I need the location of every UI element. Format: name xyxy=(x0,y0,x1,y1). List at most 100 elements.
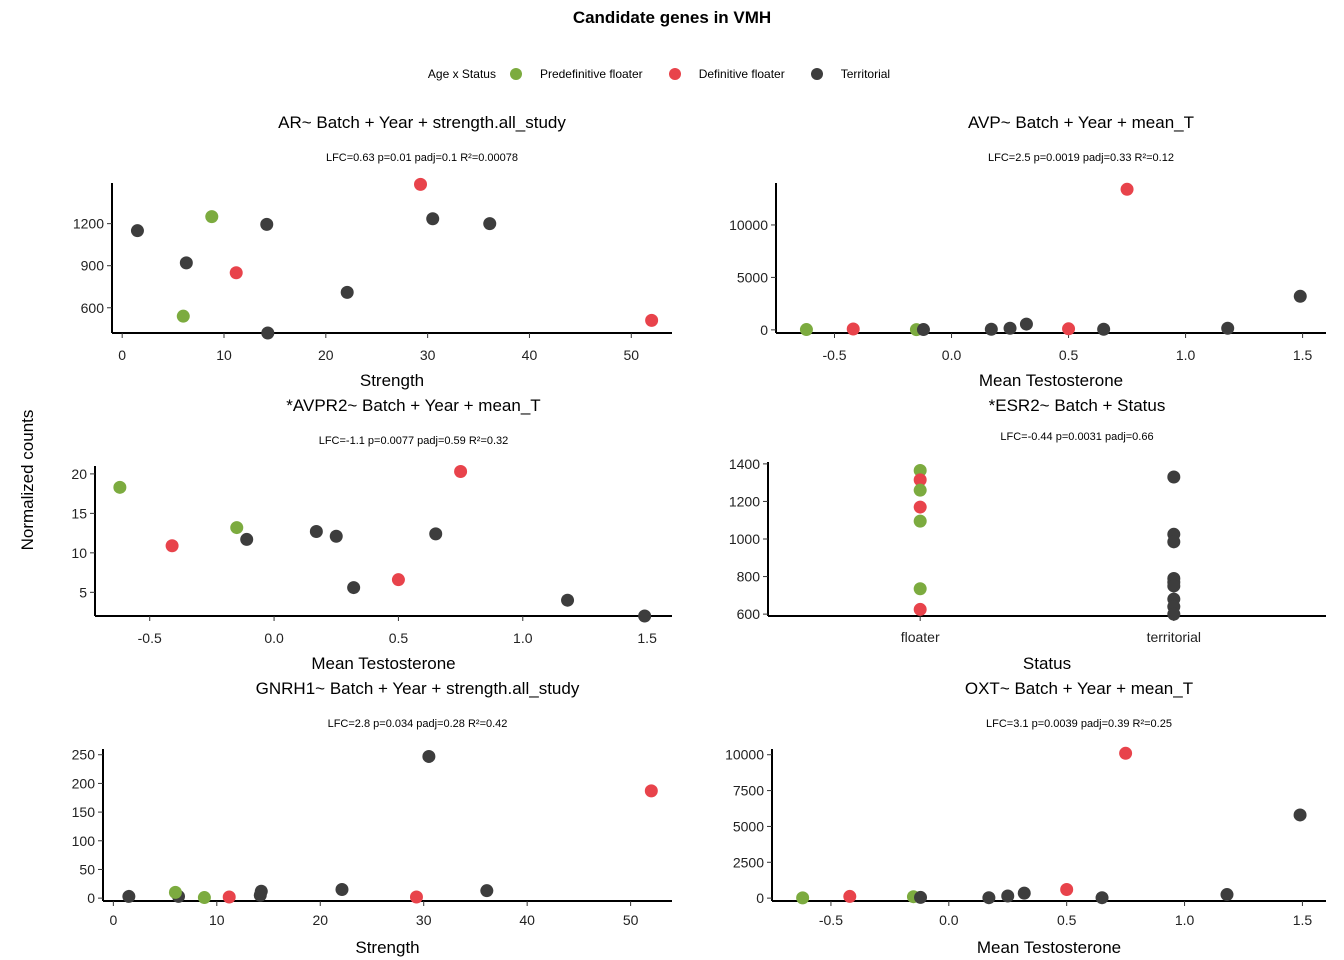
x-tick-label: 0.0 xyxy=(939,912,959,928)
y-tick-label: 1200 xyxy=(729,493,760,509)
data-point xyxy=(1221,321,1235,335)
panel-5: GNRH1~ Batch + Year + strength.all_study… xyxy=(72,679,672,957)
data-point xyxy=(1019,317,1033,331)
x-tick-label: 1.0 xyxy=(513,630,533,646)
legend-swatch-definitive xyxy=(668,68,681,80)
x-tick-label: floater xyxy=(901,629,940,645)
x-tick-label: 1.0 xyxy=(1176,347,1196,363)
data-point xyxy=(205,210,219,224)
x-tick-label: -0.5 xyxy=(138,630,162,646)
data-point xyxy=(176,309,190,323)
legend-item-predefinitive: Predefinitive floater xyxy=(509,67,643,81)
x-tick-label: 0.5 xyxy=(389,630,409,646)
x-axis-label: Status xyxy=(1023,654,1071,673)
x-tick-label: 1.5 xyxy=(1293,347,1313,363)
panel-6: OXT~ Batch + Year + mean_T LFC=3.1 p=0.00… xyxy=(725,679,1326,957)
data-point xyxy=(913,463,927,477)
legend-swatch-predefinitive xyxy=(509,68,522,80)
x-tick-label: 40 xyxy=(522,347,538,363)
panel-stats: LFC=2.5 p=0.0019 padj=0.33 R²=0.12 xyxy=(988,152,1174,164)
y-tick-label: 2500 xyxy=(733,854,764,870)
data-point xyxy=(260,217,274,231)
x-tick-label: 0.0 xyxy=(942,347,962,363)
y-tick-label: 20 xyxy=(71,466,87,482)
data-point xyxy=(409,890,423,904)
y-tick-label: 800 xyxy=(737,569,761,585)
x-tick-label: -0.5 xyxy=(819,912,843,928)
data-point xyxy=(229,266,243,280)
y-tick-label: 0 xyxy=(760,322,768,338)
data-point xyxy=(261,326,275,340)
data-point xyxy=(254,884,268,898)
panel-stats: LFC=-1.1 p=0.0077 padj=0.59 R²=0.32 xyxy=(319,435,509,447)
y-tick-label: 1000 xyxy=(729,531,760,547)
data-point xyxy=(1220,888,1234,902)
data-point xyxy=(414,177,428,191)
data-point xyxy=(335,883,349,897)
legend-item-territorial: Territorial xyxy=(810,67,890,81)
panel-stats: LFC=2.8 p=0.034 padj=0.28 R²=0.42 xyxy=(328,718,508,730)
panel-stats: LFC=3.1 p=0.0039 padj=0.39 R²=0.25 xyxy=(986,718,1172,730)
legend: Age x Status Predefinitive floater Defin… xyxy=(0,64,1344,84)
panel-title: GNRH1~ Batch + Year + strength.all_study xyxy=(256,679,580,698)
x-tick-label: 0.5 xyxy=(1059,347,1079,363)
data-point xyxy=(1119,746,1133,760)
data-point xyxy=(422,749,436,763)
y-tick-label: 50 xyxy=(79,861,95,877)
data-point xyxy=(240,532,254,546)
y-tick-label: 100 xyxy=(72,833,96,849)
data-point xyxy=(329,529,343,543)
y-tick-label: 900 xyxy=(81,258,105,274)
x-tick-label: -0.5 xyxy=(822,347,846,363)
data-point xyxy=(1097,322,1111,336)
y-tick-label: 10000 xyxy=(725,747,764,763)
panel-stats: LFC=0.63 p=0.01 padj=0.1 R²=0.00078 xyxy=(326,152,518,164)
panel-4: *ESR2~ Batch + Status LFC=-0.44 p=0.0031 … xyxy=(729,396,1326,673)
data-point xyxy=(130,224,144,238)
legend-label-predefinitive: Predefinitive floater xyxy=(539,67,643,81)
y-tick-label: 5000 xyxy=(737,269,768,285)
data-point xyxy=(913,514,927,528)
x-axis-label: Mean Testosterone xyxy=(311,654,455,673)
y-tick-label: 5 xyxy=(79,584,87,600)
data-point xyxy=(796,891,810,905)
x-tick-label: 10 xyxy=(216,347,232,363)
y-tick-label: 15 xyxy=(71,505,87,521)
y-tick-label: 0 xyxy=(87,890,95,906)
data-point xyxy=(1001,889,1015,903)
x-tick-label: 10 xyxy=(209,912,225,928)
y-tick-label: 10000 xyxy=(729,217,768,233)
data-point xyxy=(429,527,443,541)
panel-stats: LFC=-0.44 p=0.0031 padj=0.66 xyxy=(1000,431,1153,443)
x-tick-label: 20 xyxy=(312,912,328,928)
data-point xyxy=(843,889,857,903)
data-point xyxy=(179,256,193,270)
panel-2: AVP~ Batch + Year + mean_T LFC=2.5 p=0.00… xyxy=(729,113,1326,390)
data-point xyxy=(913,582,927,596)
data-point xyxy=(347,581,361,595)
x-tick-label: 30 xyxy=(420,347,436,363)
y-tick-label: 1200 xyxy=(73,216,104,232)
data-point xyxy=(230,521,244,535)
y-tick-label: 150 xyxy=(72,804,96,820)
x-axis-label: Mean Testosterone xyxy=(977,938,1121,957)
x-tick-label: 30 xyxy=(416,912,432,928)
x-tick-label: 20 xyxy=(318,347,334,363)
data-point xyxy=(1167,607,1181,621)
data-point xyxy=(846,322,860,336)
y-tick-label: 0 xyxy=(756,890,764,906)
data-point xyxy=(480,884,494,898)
data-point xyxy=(1017,886,1031,900)
y-tick-label: 1400 xyxy=(729,456,760,472)
data-point xyxy=(638,609,652,623)
x-axis-label: Strength xyxy=(360,371,424,390)
x-tick-label: 1.0 xyxy=(1175,912,1195,928)
data-point xyxy=(483,217,497,231)
data-point xyxy=(1003,321,1017,335)
data-point xyxy=(645,313,659,327)
data-point xyxy=(1120,182,1134,196)
data-point xyxy=(913,602,927,616)
panel-title: AR~ Batch + Year + strength.all_study xyxy=(278,113,566,132)
data-point xyxy=(561,593,575,607)
